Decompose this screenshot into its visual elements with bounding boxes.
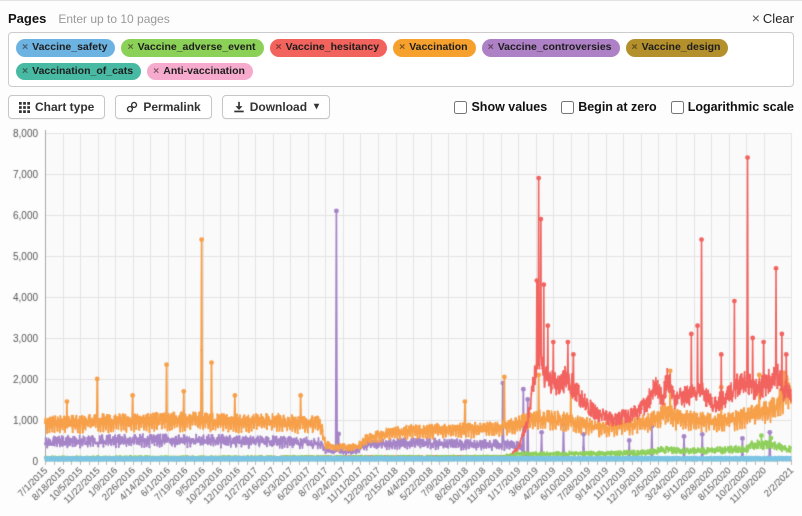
remove-tag-icon[interactable]: × xyxy=(22,64,29,77)
page-tag-label: Vaccine_hesitancy xyxy=(285,41,380,53)
page-tag-label: Vaccine_safety xyxy=(32,41,108,53)
pageviews-chart xyxy=(0,123,802,516)
remove-tag-icon[interactable]: × xyxy=(399,41,406,53)
begin-at-zero-label: Begin at zero xyxy=(578,100,657,114)
page-tag-anti-vaccination[interactable]: × Anti-vaccination xyxy=(147,62,253,80)
begin-at-zero-checkbox-input[interactable] xyxy=(561,100,575,114)
remove-tag-icon[interactable]: × xyxy=(631,41,638,53)
link-icon xyxy=(126,101,138,113)
grid-icon xyxy=(19,101,30,113)
pages-header-row: Pages Enter up to 10 pages × Clear xyxy=(8,8,794,32)
begin-at-zero-checkbox[interactable]: Begin at zero xyxy=(561,100,657,114)
download-button[interactable]: Download ▾ xyxy=(221,95,331,119)
pageviews-panel: Pages Enter up to 10 pages × Clear × Vacci… xyxy=(0,1,802,123)
page-tag-vaccine_safety[interactable]: × Vaccine_safety xyxy=(16,39,116,57)
logarithmic-scale-checkbox[interactable]: Logarithmic scale xyxy=(670,100,794,114)
pages-label: Pages xyxy=(8,11,47,26)
line-chart-canvas xyxy=(0,123,802,516)
clear-button-label: Clear xyxy=(762,11,794,26)
logarithmic-scale-checkbox-input[interactable] xyxy=(670,100,684,114)
chart-type-button[interactable]: Chart type xyxy=(8,95,106,119)
caret-down-icon: ▾ xyxy=(314,101,320,112)
page-tag-vaccine_adverse_event[interactable]: × Vaccine_adverse_event xyxy=(121,39,264,57)
remove-tag-icon[interactable]: × xyxy=(153,64,160,77)
download-icon xyxy=(233,101,245,113)
download-button-label: Download xyxy=(249,100,308,114)
show-values-label: Show values xyxy=(471,100,548,114)
remove-tag-icon[interactable]: × xyxy=(127,41,134,53)
pages-input-placeholder[interactable]: Enter up to 10 pages xyxy=(58,12,170,26)
page-tag-vaccination[interactable]: × Vaccination xyxy=(393,39,476,57)
logarithmic-scale-label: Logarithmic scale xyxy=(687,100,794,114)
page-tag-label: Vaccine_design xyxy=(641,41,721,53)
page-tag-label: Vaccine_adverse_event xyxy=(137,41,256,53)
permalink-button-label: Permalink xyxy=(143,100,201,114)
pages-tag-container[interactable]: × Vaccine_safety × Vaccine_adverse_event × Va… xyxy=(8,32,794,87)
page-tag-label: Vaccine_controversies xyxy=(497,41,612,53)
remove-tag-icon[interactable]: × xyxy=(487,41,494,53)
page-tag-label: Anti-vaccination xyxy=(163,64,245,77)
page-tag-label: Vaccination xyxy=(409,41,468,53)
clear-button[interactable]: × Clear xyxy=(752,10,794,26)
show-values-checkbox-input[interactable] xyxy=(454,100,468,114)
close-icon: × xyxy=(751,10,760,26)
show-values-checkbox[interactable]: Show values xyxy=(454,100,547,114)
page-tag-vaccination_of_cats[interactable]: × Vaccination_of_cats xyxy=(16,62,142,80)
permalink-button[interactable]: Permalink xyxy=(115,95,212,119)
remove-tag-icon[interactable]: × xyxy=(275,41,282,53)
page-tag-vaccine_hesitancy[interactable]: × Vaccine_hesitancy xyxy=(269,39,388,57)
page-tag-label: Vaccination_of_cats xyxy=(32,64,134,77)
remove-tag-icon[interactable]: × xyxy=(22,41,29,53)
chart-type-button-label: Chart type xyxy=(35,100,95,114)
page-tag-vaccine_controversies[interactable]: × Vaccine_controversies xyxy=(481,39,620,57)
toolbar: Chart type Permalink Download ▾ Show val… xyxy=(8,87,794,123)
page-tag-vaccine_design[interactable]: × Vaccine_design xyxy=(625,39,729,57)
